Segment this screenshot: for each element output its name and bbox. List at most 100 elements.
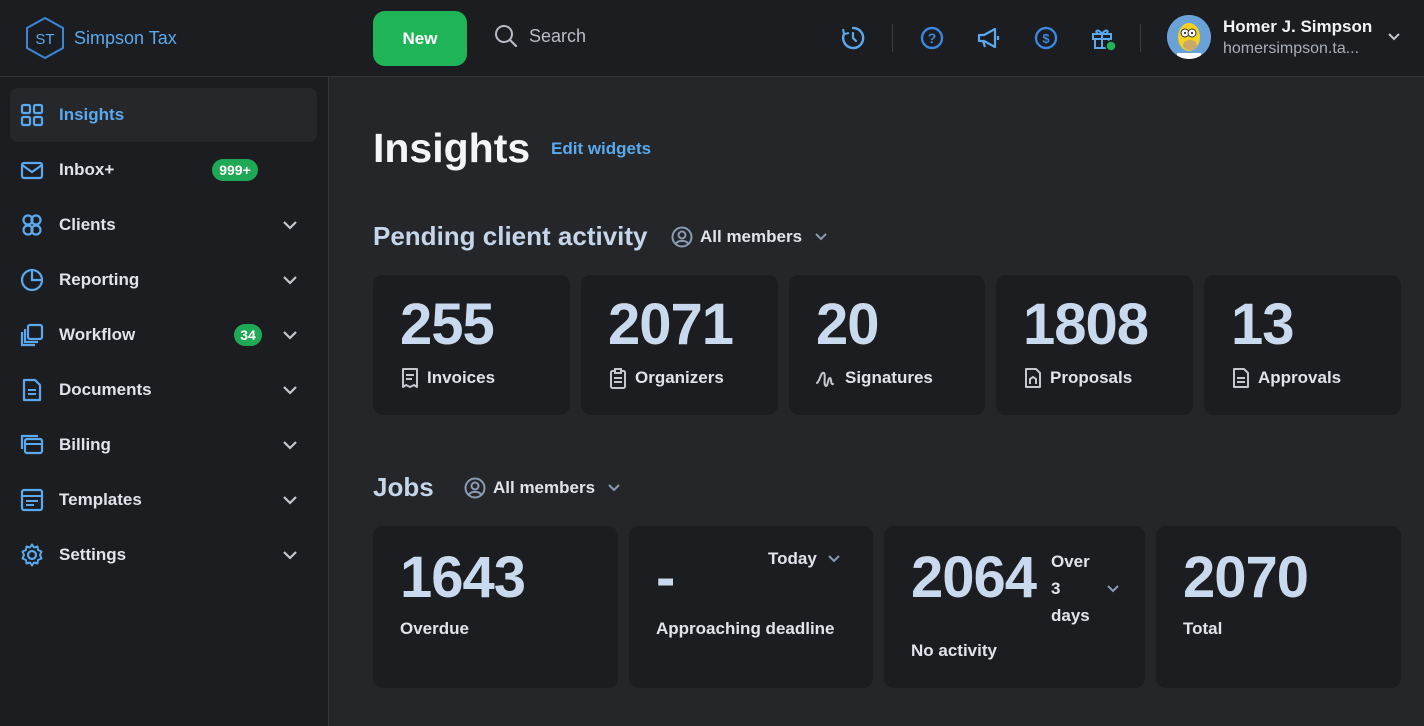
card-label: Invoices xyxy=(400,367,495,389)
gear-icon xyxy=(21,543,43,567)
help-icon[interactable]: ? xyxy=(917,23,947,53)
grid-icon xyxy=(20,103,44,127)
svg-text:$: $ xyxy=(1042,31,1050,46)
period-label: Today xyxy=(768,549,817,568)
chevron-down-icon[interactable] xyxy=(281,381,299,399)
proposals-card[interactable]: 1808 Proposals xyxy=(996,275,1193,415)
divider xyxy=(892,24,893,52)
main-content: Insights Edit widgets Pending client act… xyxy=(329,77,1424,726)
sidebar-item-templates[interactable]: Templates xyxy=(10,473,317,527)
total-card[interactable]: 2070 Total xyxy=(1156,526,1401,688)
chevron-down-icon[interactable] xyxy=(281,436,299,454)
card-value: 13 xyxy=(1231,292,1295,357)
hexagon-logo-icon: ST xyxy=(26,17,64,59)
sidebar-item-label: Settings xyxy=(59,545,127,564)
gift-icon[interactable] xyxy=(1088,23,1118,53)
chevron-down-icon xyxy=(1107,584,1119,592)
pending-members-filter[interactable]: All members xyxy=(671,226,829,248)
chevron-down-icon[interactable] xyxy=(281,546,299,564)
chevron-down-icon[interactable] xyxy=(281,326,299,344)
clipboard-icon xyxy=(610,368,626,389)
sidebar-item-label: Documents xyxy=(59,380,152,399)
card-label: Proposals xyxy=(1023,367,1132,389)
sidebar-item-label: Templates xyxy=(59,490,142,509)
chevron-down-icon[interactable] xyxy=(281,491,299,509)
pending-section-title: Pending client activity xyxy=(373,221,648,251)
sidebar-item-documents[interactable]: Documents xyxy=(10,363,317,417)
user-name: Homer J. Simpson xyxy=(1223,16,1373,36)
card-value: - xyxy=(656,545,675,610)
sidebar-item-insights[interactable]: Insights xyxy=(10,88,317,142)
sidebar-item-label: Reporting xyxy=(59,270,140,289)
sidebar-item-label: Inbox+ xyxy=(59,160,115,179)
divider xyxy=(1140,24,1141,52)
sidebar-item-label: Workflow xyxy=(59,325,136,344)
chevron-down-icon[interactable] xyxy=(1386,29,1402,45)
card-value: 20 xyxy=(816,292,880,357)
sidebar-item-clients[interactable]: Clients xyxy=(10,198,317,252)
mail-icon xyxy=(20,161,44,180)
user-circle-icon xyxy=(464,477,486,499)
filter-label: All members xyxy=(700,227,803,246)
clock-icon[interactable] xyxy=(838,23,868,53)
user-circle-icon xyxy=(671,226,693,248)
workflow-icon xyxy=(20,323,44,347)
card-label: Approaching deadline xyxy=(656,619,835,638)
organizers-card[interactable]: 2071 Organizers xyxy=(581,275,778,415)
chevron-down-icon xyxy=(815,233,827,241)
chevron-down-icon[interactable] xyxy=(281,271,299,289)
signature-icon xyxy=(816,371,834,388)
period-dropdown[interactable]: Over 3 days xyxy=(1051,548,1120,629)
chevron-down-icon[interactable] xyxy=(281,216,299,234)
svg-text:?: ? xyxy=(928,30,937,46)
document-icon xyxy=(22,378,42,402)
pie-chart-icon xyxy=(20,268,44,292)
sidebar-item-inbox[interactable]: Inbox+ 999+ xyxy=(10,143,317,197)
invoice-icon xyxy=(402,368,418,388)
signatures-card[interactable]: 20 Signatures xyxy=(789,275,985,415)
chevron-down-icon xyxy=(828,555,840,563)
card-label: Organizers xyxy=(608,367,724,389)
card-label: Signatures xyxy=(816,367,933,389)
brand-logo[interactable]: ST Simpson Tax xyxy=(26,17,177,59)
dollar-icon[interactable]: $ xyxy=(1031,23,1061,53)
avatar xyxy=(1167,15,1211,59)
overdue-card[interactable]: 1643 Overdue xyxy=(373,526,618,688)
card-label-text: Organizers xyxy=(635,368,724,387)
card-label: Approvals xyxy=(1231,367,1341,389)
billing-icon xyxy=(20,434,44,455)
sidebar-item-reporting[interactable]: Reporting xyxy=(10,253,317,307)
new-button[interactable]: New xyxy=(373,11,467,66)
svg-text:ST: ST xyxy=(35,31,54,48)
top-bar: ST Simpson Tax New Search ? $ xyxy=(0,0,1424,77)
user-menu[interactable]: Homer J. Simpson homersimpson.ta... xyxy=(1167,15,1402,59)
jobs-members-filter[interactable]: All members xyxy=(464,477,622,499)
user-email: homersimpson.ta... xyxy=(1223,39,1360,57)
sidebar-item-settings[interactable]: Settings xyxy=(10,528,317,582)
sidebar: Insights Inbox+ 999+ Clients Reporting W… xyxy=(0,77,329,726)
edit-widgets-link[interactable]: Edit widgets xyxy=(551,139,652,158)
megaphone-icon[interactable] xyxy=(974,23,1004,53)
period-line: 3 xyxy=(1051,579,1061,598)
header-icons: ? $ xyxy=(838,22,1141,54)
chevron-down-icon xyxy=(608,484,620,492)
period-line: days xyxy=(1051,606,1090,625)
approvals-card[interactable]: 13 Approvals xyxy=(1204,275,1401,415)
card-label-text: Invoices xyxy=(427,368,496,387)
brand-name: Simpson Tax xyxy=(74,27,177,48)
invoices-card[interactable]: 255 Invoices xyxy=(373,275,570,415)
proposal-icon xyxy=(1025,368,1041,388)
sidebar-item-label: Insights xyxy=(59,105,125,124)
period-dropdown[interactable]: Today xyxy=(768,549,841,569)
sidebar-item-workflow[interactable]: Workflow 34 xyxy=(10,308,317,362)
page-title: Insights xyxy=(373,125,531,171)
card-value: 2064 xyxy=(911,545,1037,610)
template-icon xyxy=(20,488,44,512)
no-activity-card[interactable]: 2064 Over 3 days No activity xyxy=(884,526,1145,688)
approaching-deadline-card[interactable]: - Today Approaching deadline xyxy=(629,526,873,688)
sidebar-item-billing[interactable]: Billing xyxy=(10,418,317,472)
card-label-text: Signatures xyxy=(845,368,933,387)
card-value: 2071 xyxy=(608,292,734,357)
card-label: Total xyxy=(1183,619,1223,638)
search-button[interactable]: Search xyxy=(494,24,586,48)
